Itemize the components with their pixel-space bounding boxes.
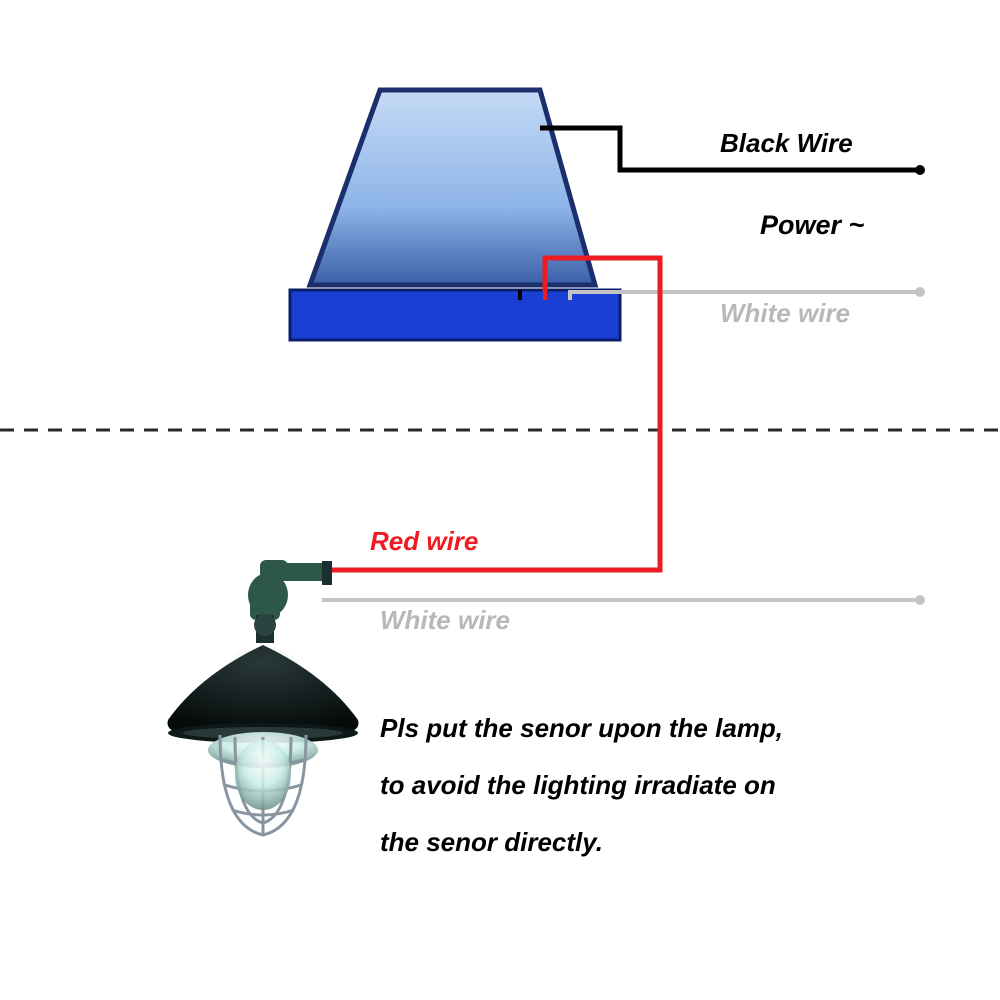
instruction-text: Pls put the senor upon the lamp, to avoi…: [380, 700, 940, 872]
wiring-diagram: Black Wire Power ~ White wire Red wire W…: [0, 0, 1000, 1000]
power-label: Power ~: [760, 210, 864, 241]
black-wire-terminal: [915, 165, 925, 175]
white-wire-top-terminal: [915, 287, 925, 297]
instruction-line-3: the senor directly.: [380, 814, 940, 871]
white-wire-bottom-terminal: [915, 595, 925, 605]
white-wire-bottom-label: White wire: [380, 605, 510, 636]
red-wire-label: Red wire: [370, 526, 478, 557]
white-wire-top-label: White wire: [720, 298, 850, 329]
instruction-line-1: Pls put the senor upon the lamp,: [380, 700, 940, 757]
instruction-line-2: to avoid the lighting irradiate on: [380, 757, 940, 814]
black-wire-label: Black Wire: [720, 128, 853, 159]
